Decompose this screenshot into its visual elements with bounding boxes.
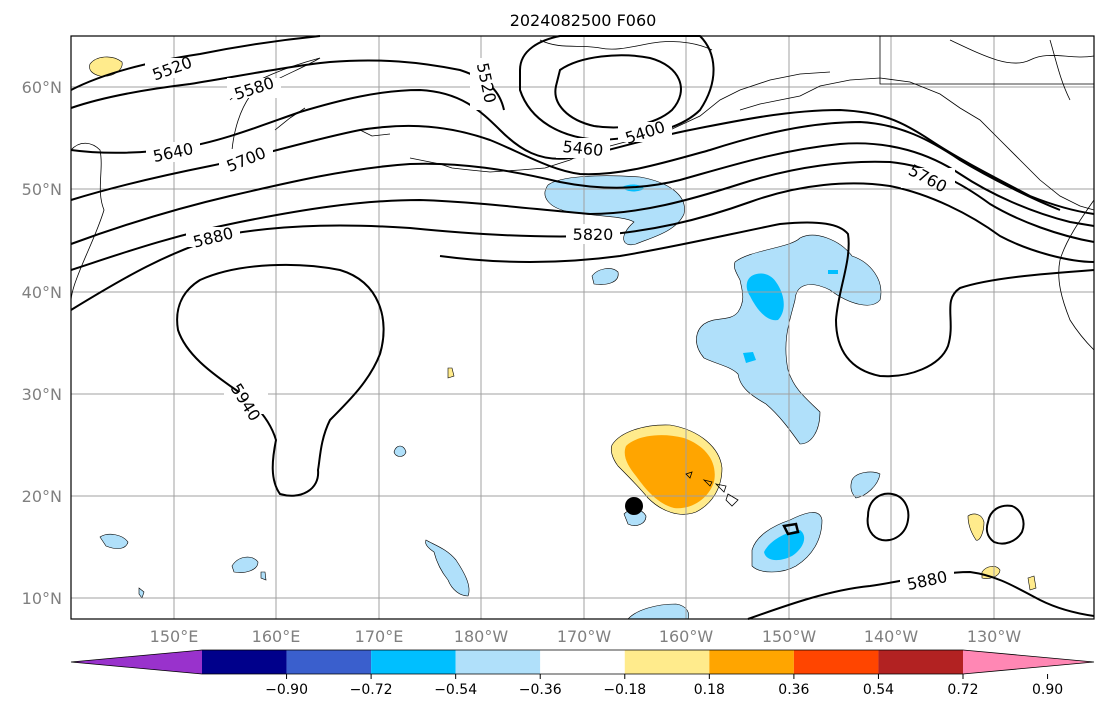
latitude-labels: 60°N 50°N 40°N 30°N 20°N 10°N — [22, 78, 62, 608]
map-panel: 5520 5580 5640 5700 5880 5520 5460 5400 … — [70, 35, 1095, 620]
colorbar: −0.90 −0.72 −0.54 −0.36 −0.18 0.18 0.36 0.54 0.7… — [70, 649, 1095, 698]
colorbar-tick-label: −0.90 — [265, 682, 308, 698]
anomaly-region — [624, 435, 715, 509]
anomaly-region — [99, 533, 129, 549]
storm-center-marker — [625, 497, 643, 515]
colorbar-tick-label: 0.18 — [694, 682, 725, 698]
anomaly-region — [746, 273, 784, 321]
colorbar-outline — [70, 649, 1095, 675]
contour-labels: 5520 5580 5640 5700 5880 5520 5460 5400 … — [145, 53, 955, 594]
anomaly-region — [393, 445, 407, 457]
colorbar-tick-label: 0.72 — [947, 682, 978, 698]
contour-label: 5460 — [562, 137, 604, 160]
colorbar-segment — [709, 650, 794, 674]
colorbar-segment — [371, 650, 456, 674]
anomaly-region — [591, 268, 619, 285]
anomaly-region — [828, 270, 838, 274]
lat-label: 60°N — [22, 78, 62, 97]
lon-label: 160°E — [252, 627, 301, 646]
lon-label: 180°W — [454, 627, 509, 646]
anomaly-region — [231, 556, 259, 573]
lon-label: 150°W — [762, 627, 817, 646]
map-border — [70, 35, 1095, 620]
lat-label: 30°N — [22, 385, 62, 404]
shaded-anomaly-fields — [89, 56, 1037, 620]
colorbar-segment — [793, 650, 879, 674]
lat-label: 40°N — [22, 283, 62, 302]
lon-label: 150°E — [150, 627, 199, 646]
map-title: 2024082500 F060 — [510, 11, 657, 30]
anomaly-region — [967, 513, 985, 541]
colorbar-tick-label: −0.72 — [350, 682, 393, 698]
lat-label: 10°N — [22, 589, 62, 608]
lon-label: 160°W — [659, 627, 714, 646]
colorbar-tick-label: 0.36 — [778, 682, 809, 698]
colorbar-tick-label: 0.54 — [863, 682, 894, 698]
anomaly-region — [627, 603, 689, 620]
colorbar-segment — [540, 650, 625, 674]
longitude-labels: 150°E 160°E 170°E 180°W 170°W 160°W 150°… — [150, 627, 1022, 646]
colorbar-segment — [455, 650, 541, 674]
colorbar-tick-label: −0.54 — [434, 682, 477, 698]
colorbar-tick-label: −0.36 — [519, 682, 562, 698]
anomaly-region — [447, 367, 455, 379]
anomaly-region — [696, 234, 882, 445]
lon-label: 170°W — [557, 627, 612, 646]
anomaly-region — [1027, 575, 1037, 591]
colorbar-segment — [624, 650, 710, 674]
anomaly-region — [743, 352, 756, 363]
colorbar-segment — [202, 650, 287, 674]
lat-label: 50°N — [22, 180, 62, 199]
colorbar-segment — [963, 650, 1094, 674]
anomaly-region — [850, 471, 881, 499]
lon-label: 140°W — [864, 627, 919, 646]
lat-label: 20°N — [22, 487, 62, 506]
anomaly-region — [260, 571, 267, 581]
lon-label: 130°W — [967, 627, 1022, 646]
colorbar-tick-label: 0.90 — [1032, 682, 1063, 698]
colorbar-segment — [878, 650, 963, 674]
colorbar-segment — [71, 650, 202, 674]
colorbar-tick-label: −0.18 — [603, 682, 646, 698]
colorbar-segment — [286, 650, 372, 674]
lon-label: 170°E — [355, 627, 404, 646]
contour-label: 5820 — [573, 225, 614, 244]
anomaly-region — [425, 539, 470, 597]
anomaly-region — [764, 530, 805, 561]
